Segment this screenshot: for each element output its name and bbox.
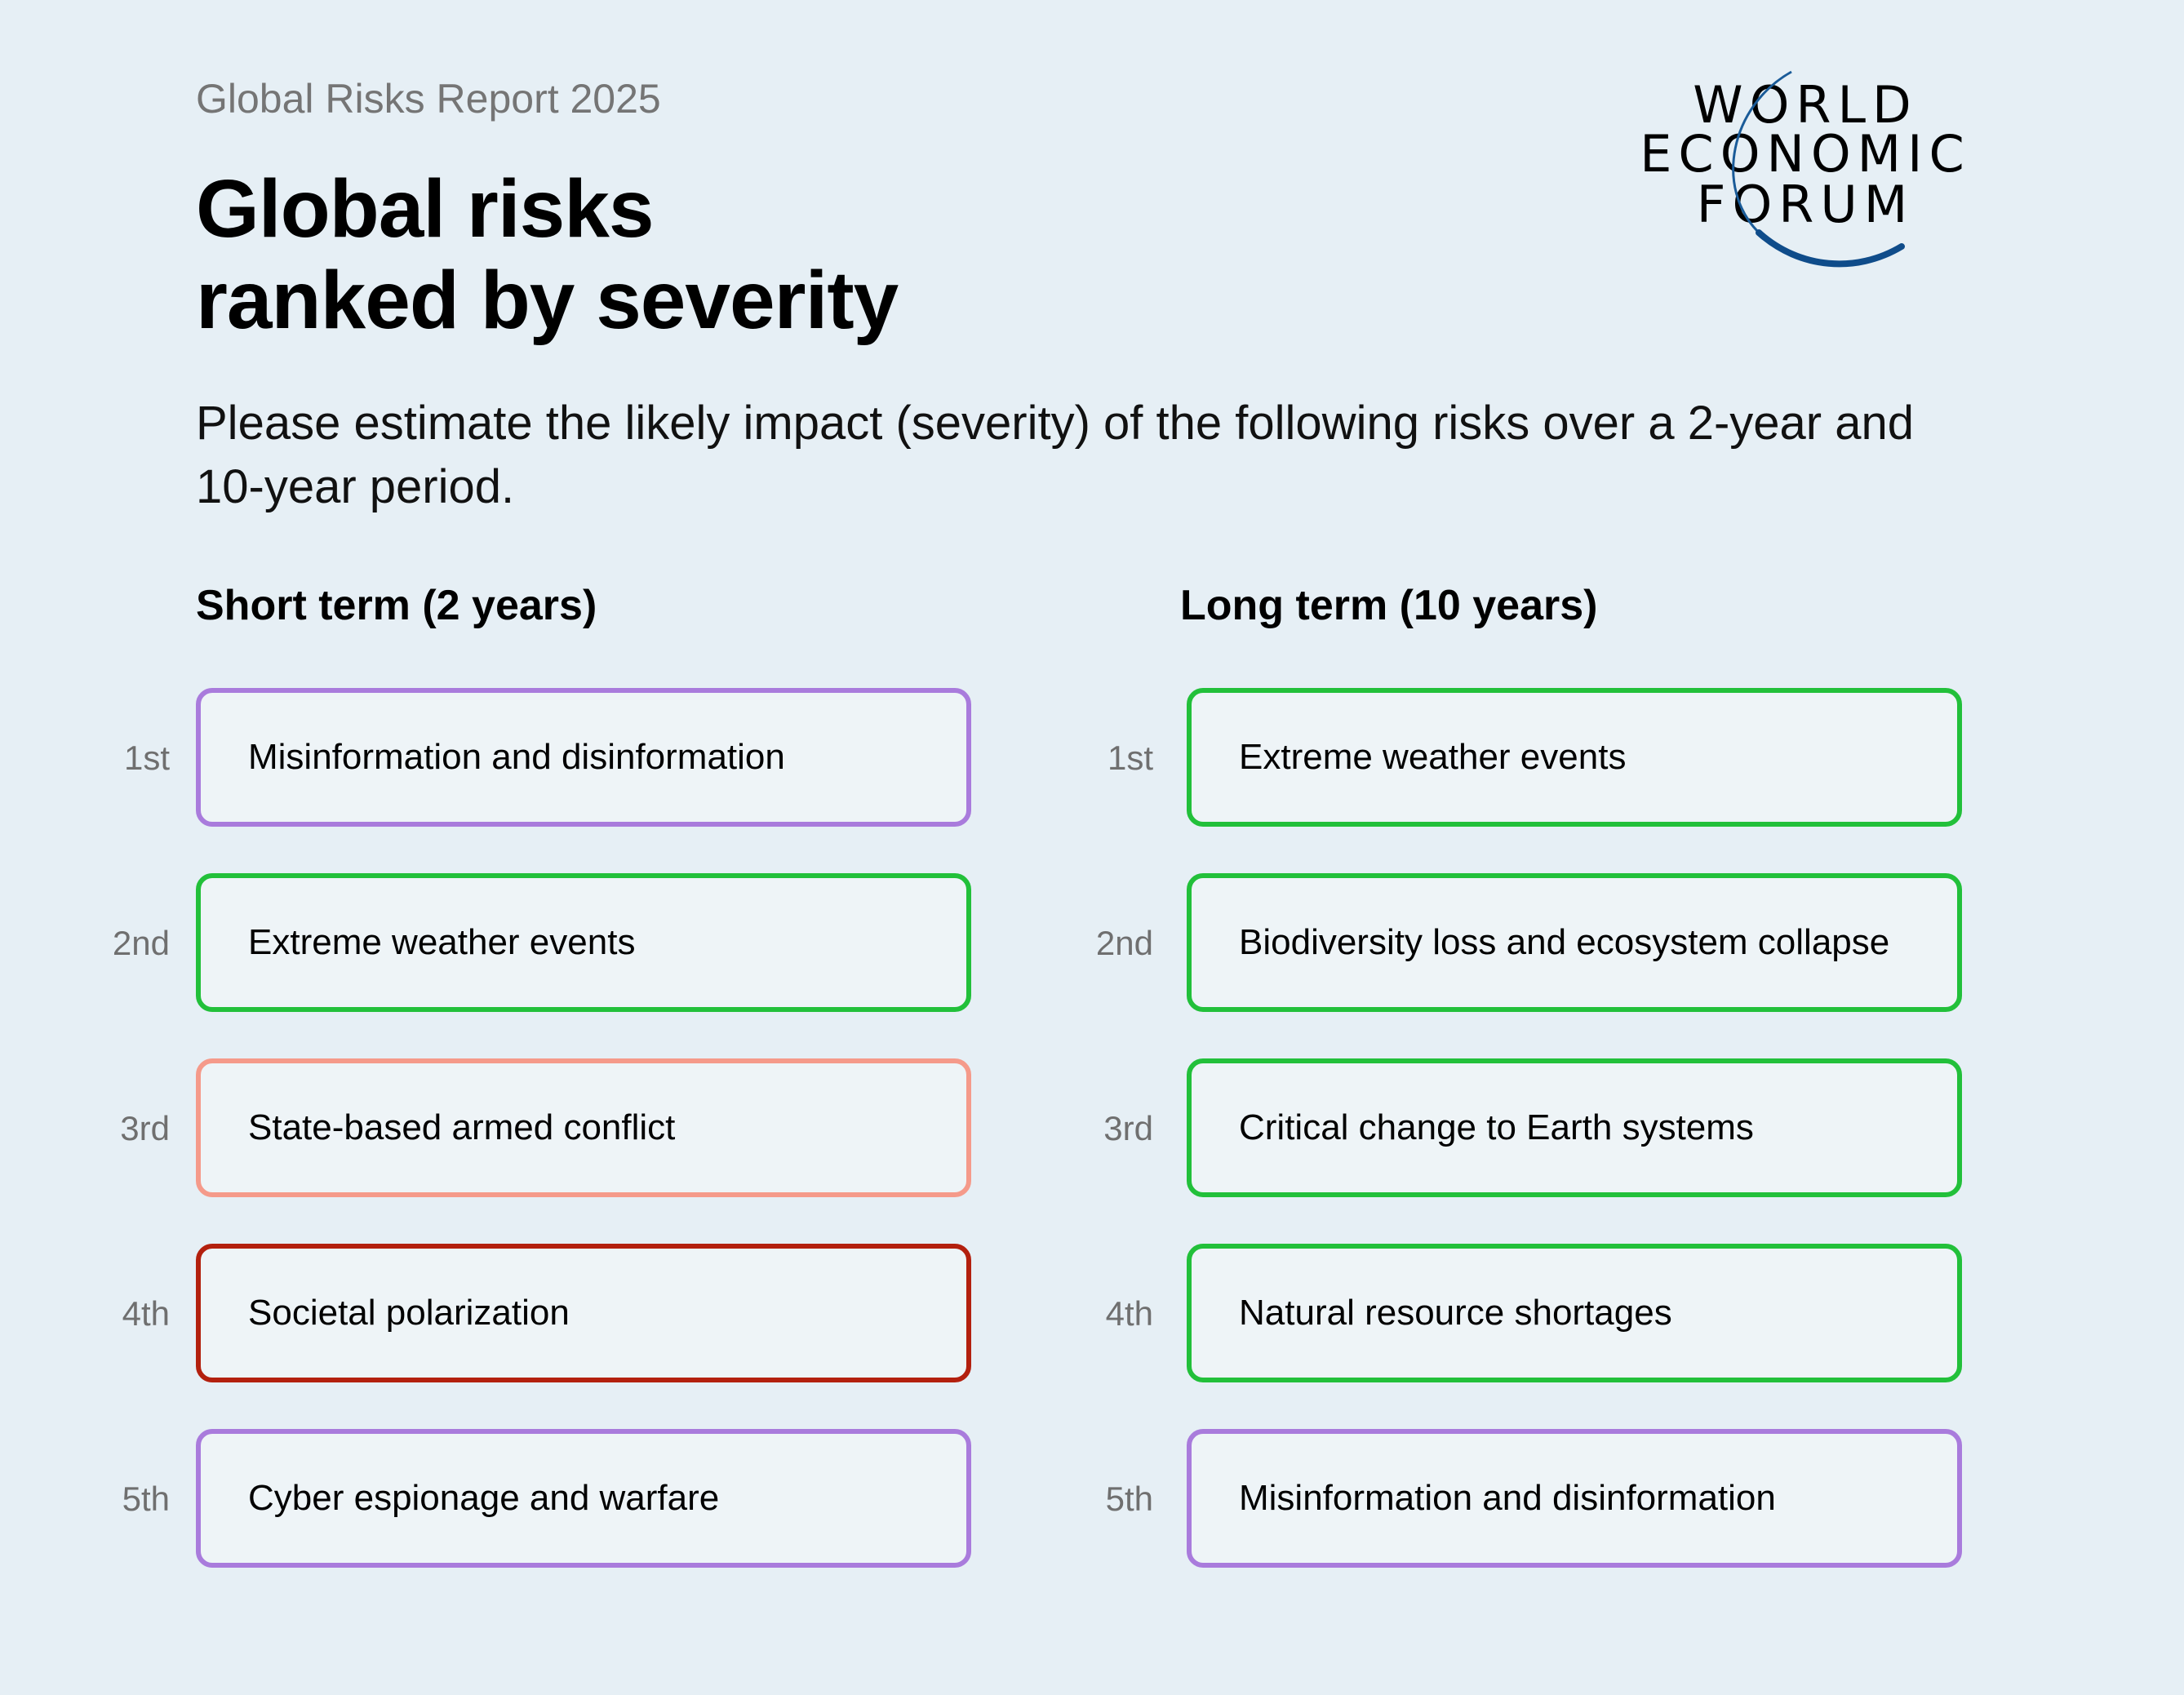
title-line-1: Global risks [196,163,654,255]
logo-line-2: ECONOMIC [1640,124,1971,184]
title-line-2: ranked by severity [196,255,899,346]
rank-label: 3rd [1103,1109,1153,1147]
report-name: Global Risks Report 2025 [196,76,661,122]
rank-label: 5th [122,1480,170,1518]
risk-card: Misinformation and disinformation [1187,1429,1962,1568]
rank-label: 1st [123,739,170,777]
rank-label: 2nd [1095,924,1153,962]
risk-label: Extreme weather events [1239,737,1627,777]
rank-label: 5th [1105,1480,1153,1518]
rank-label: 4th [1105,1294,1153,1333]
risk-card: Critical change to Earth systems [1187,1058,1962,1197]
risk-card: Cyber espionage and warfare [196,1429,971,1568]
risk-label: Cyber espionage and warfare [248,1478,720,1518]
risk-card: Societal polarization [196,1244,971,1382]
rank-label: 4th [122,1294,170,1333]
short-term-heading: Short term (2 years) [196,582,597,629]
risk-card: State-based armed conflict [196,1058,971,1197]
risk-card: Natural resource shortages [1187,1244,1962,1382]
risk-label: State-based armed conflict [248,1107,676,1147]
risk-label: Societal polarization [248,1293,570,1333]
risk-label: Misinformation and disinformation [248,737,785,777]
logo-line-3: FORUM [1697,175,1914,234]
subtitle: Please estimate the likely impact (sever… [196,397,1914,513]
logo-line-1: WORLD [1693,75,1917,135]
risk-card: Extreme weather events [1187,688,1962,827]
risk-label: Extreme weather events [248,922,636,962]
risk-card: Misinformation and disinformation [196,688,971,827]
risk-label: Biodiversity loss and ecosystem collapse [1239,922,1890,962]
page-title: Global risks ranked by severity [196,163,899,346]
risk-label: Misinformation and disinformation [1239,1478,1776,1518]
rank-label: 1st [1107,739,1153,777]
rank-label: 2nd [112,924,170,962]
logo-arc-thin [1732,70,1792,234]
rank-label: 3rd [120,1109,170,1147]
wef-logo: WORLD ECONOMIC FORUM [1640,70,1971,268]
long-term-heading: Long term (10 years) [1180,582,1598,629]
risk-card: Biodiversity loss and ecosystem collapse [1187,873,1962,1012]
risk-card: Extreme weather events [196,873,971,1012]
risk-label: Natural resource shortages [1239,1293,1672,1333]
risk-label: Critical change to Earth systems [1239,1107,1754,1147]
logo-arc-thick [1756,229,1905,268]
